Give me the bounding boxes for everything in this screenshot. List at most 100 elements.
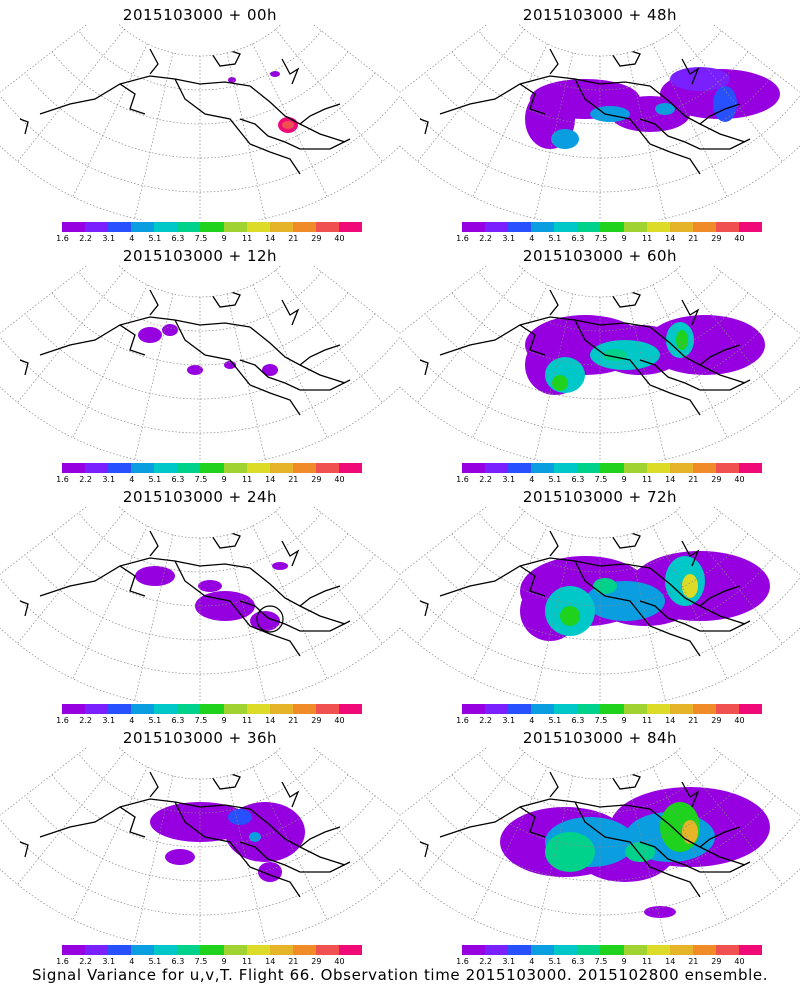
longitude-line <box>534 52 574 219</box>
latitude-line <box>400 818 800 916</box>
latitude-line <box>451 51 749 125</box>
colorbar-swatch <box>269 704 293 714</box>
longitude-line <box>417 511 525 644</box>
colorbar-tick-label: 9 <box>621 234 627 243</box>
colorbar-labels: 1.6 2.2 3.1 4 5.1 6.3 7.5 9 11 14 21 29 40 <box>56 234 356 246</box>
longitude-line <box>312 747 400 816</box>
shaded-field <box>525 67 780 149</box>
variance-contour <box>551 129 579 149</box>
latitude-line <box>424 313 776 400</box>
colorbar-tick-label: 1.6 <box>456 234 469 243</box>
longitude-line <box>17 29 125 162</box>
latitude-line <box>451 533 749 607</box>
colorbar-swatch <box>600 945 624 955</box>
colorbar-tick-label: 2.2 <box>79 234 92 243</box>
colorbar-tick-label: 21 <box>288 475 299 484</box>
colorbar-swatch <box>669 463 693 473</box>
colorbar-tick-label: 21 <box>288 957 299 966</box>
panel-title: 2015103000 + 72h <box>522 488 678 506</box>
panel-title: 2015103000 + 60h <box>522 247 678 265</box>
variance-map <box>0 265 400 461</box>
colorbar-tick-label: 4 <box>529 475 535 484</box>
colorbar-swatch <box>715 945 739 955</box>
variance-contour <box>270 71 280 77</box>
colorbar-swatch <box>246 704 270 714</box>
map-panel: 2015103000 + 36h 1.6 2.2 3.1 4 5.1 6.3 7.5 9 11 14… <box>0 723 400 973</box>
colorbar-tick-label: 7.5 <box>594 957 608 966</box>
colorbar-swatch <box>669 704 693 714</box>
longitude-line <box>400 506 488 575</box>
latitude-line <box>478 753 722 814</box>
latitude-line <box>24 795 376 882</box>
colorbar-swatch <box>200 945 224 955</box>
colorbar-labels: 1.6 2.2 3.1 4 5.1 6.3 7.5 9 11 14 21 29 40 <box>56 716 356 728</box>
longitude-line <box>17 270 125 403</box>
colorbar-swatch <box>692 704 716 714</box>
colorbar-swatch <box>646 704 670 714</box>
longitude-line <box>275 752 383 885</box>
longitude-line <box>417 752 525 885</box>
colorbar-swatch <box>554 222 578 232</box>
colorbar-tick-label: 14 <box>265 957 276 966</box>
latitude-line <box>51 774 349 848</box>
colorbar-swatch <box>108 704 132 714</box>
colorbar-swatch <box>623 945 647 955</box>
colorbar-tick-label: 14 <box>665 475 676 484</box>
colorbar-tick-label: 40 <box>334 716 345 725</box>
longitude-line <box>712 24 800 93</box>
colorbar-swatch <box>577 463 601 473</box>
colorbar-tick-label: 11 <box>242 234 253 243</box>
graticule <box>0 265 400 461</box>
colorbar-tick-label: 3.1 <box>502 957 516 966</box>
shaded-field <box>150 802 305 882</box>
colorbar-tick-label: 4 <box>529 234 535 243</box>
colorbar-tick-label: 29 <box>311 716 322 725</box>
colorbar-swatch <box>108 463 132 473</box>
variance-contour <box>228 77 236 83</box>
latitude-line <box>51 533 349 607</box>
variance-contour <box>593 578 617 594</box>
longitude-line <box>675 29 783 162</box>
longitude-line <box>0 747 88 816</box>
longitude-line <box>652 43 728 197</box>
latitude-line <box>78 30 322 91</box>
colorbar-labels: 1.6 2.2 3.1 4 5.1 6.3 7.5 9 11 14 21 29 40 <box>456 957 756 969</box>
colorbar-swatch <box>200 704 224 714</box>
colorbar-tick-label: 1.6 <box>456 716 469 725</box>
colorbar-swatch <box>600 222 624 232</box>
colorbar-tick-label: 3.1 <box>102 716 116 725</box>
colorbar-labels: 1.6 2.2 3.1 4 5.1 6.3 7.5 9 11 14 21 29 40 <box>456 234 756 246</box>
colorbar-swatch <box>292 704 316 714</box>
colorbar-tick-label: 14 <box>665 716 676 725</box>
variance-contour <box>625 842 655 862</box>
colorbar-swatch <box>577 704 601 714</box>
colorbar-tick-label: 2.2 <box>479 234 492 243</box>
colorbar-tick-label: 5.1 <box>148 475 162 484</box>
graticule <box>0 24 400 220</box>
colorbar-tick-label: 29 <box>311 475 322 484</box>
latitude-line <box>117 747 283 780</box>
latitude-line <box>424 72 776 159</box>
latitude-line <box>0 818 400 916</box>
colorbar-tick-label: 9 <box>621 475 627 484</box>
longitude-line <box>675 270 783 403</box>
colorbar-tick-label: 14 <box>665 957 676 966</box>
longitude-line <box>275 511 383 644</box>
colorbar-tick-label: 40 <box>734 475 745 484</box>
colorbar-tick-label: 14 <box>265 234 276 243</box>
colorbar-tick-label: 29 <box>311 957 322 966</box>
colorbar-swatch <box>715 222 739 232</box>
latitude-line <box>424 795 776 882</box>
longitude-line <box>652 766 728 920</box>
colorbar-tick-label: 40 <box>334 234 345 243</box>
colorbar-swatch <box>577 222 601 232</box>
colorbar-tick-label: 11 <box>242 475 253 484</box>
longitude-line <box>626 775 666 942</box>
longitude-line <box>226 52 266 219</box>
longitude-line <box>712 747 800 816</box>
colorbar-swatch <box>600 463 624 473</box>
colorbar-swatch <box>154 704 178 714</box>
variance-contour <box>560 606 580 626</box>
colorbar-tick-label: 14 <box>265 475 276 484</box>
colorbar-swatch <box>154 945 178 955</box>
